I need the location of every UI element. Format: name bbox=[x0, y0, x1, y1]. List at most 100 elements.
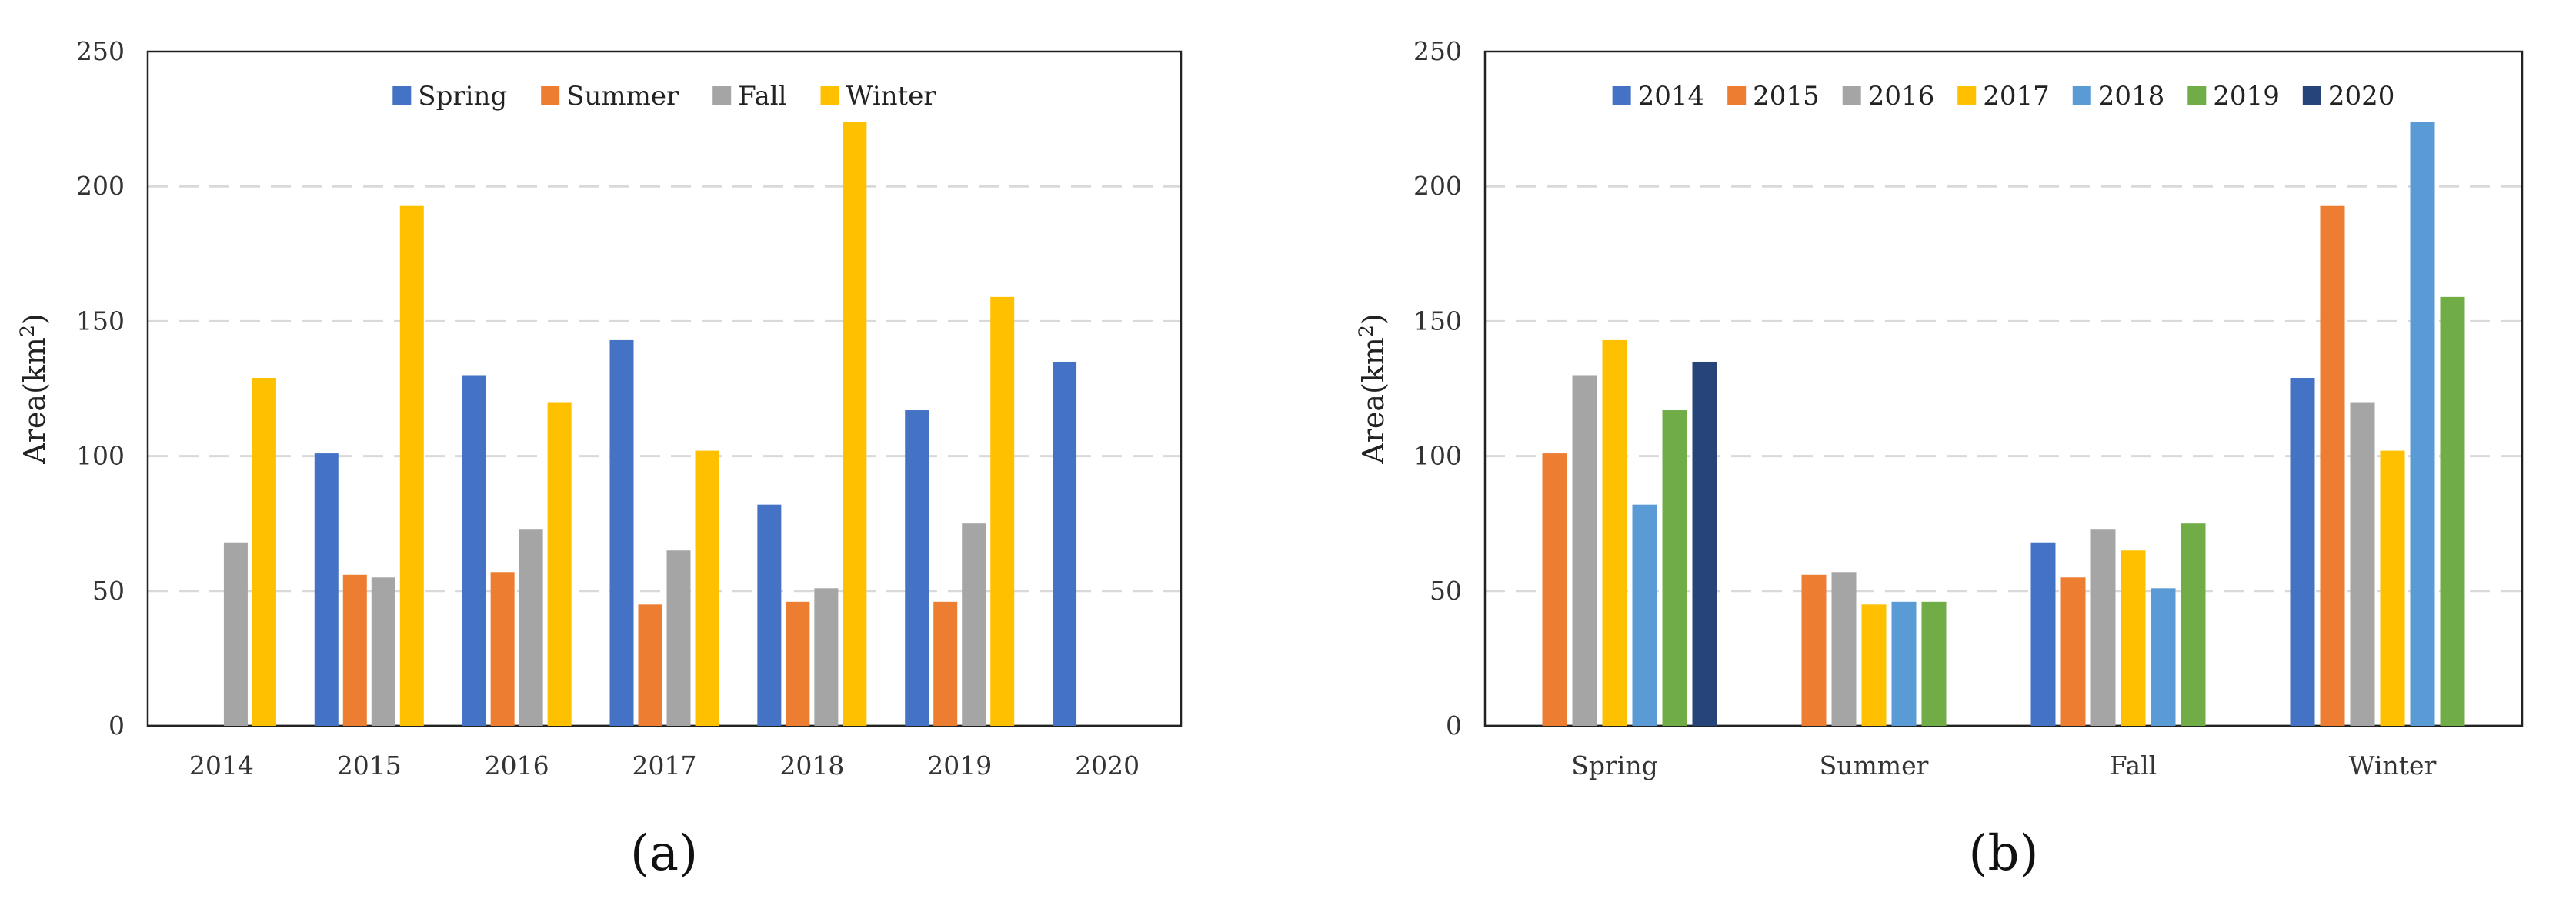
bar-2018-winter bbox=[2410, 122, 2435, 726]
y-axis-label: Area(km2) bbox=[16, 313, 52, 464]
bar-2018-spring bbox=[1632, 504, 1657, 726]
chart-panel-a: 0 50 100 150 200 250 2014 2015 2016 2017 2018 2019 2… bbox=[16, 36, 1183, 882]
bar-2016-winter bbox=[2350, 402, 2375, 726]
bar-2018-summer bbox=[1891, 601, 1917, 726]
legend-item-fall: Fall bbox=[712, 81, 787, 112]
bar-summer-2019 bbox=[933, 601, 958, 726]
bar-spring-2017 bbox=[609, 339, 634, 726]
legend-label: 2016 bbox=[1868, 81, 1935, 112]
bar-winter-2017 bbox=[695, 450, 719, 726]
legend-label: 2015 bbox=[1753, 81, 1820, 112]
x-tick-label: 2017 bbox=[632, 750, 697, 780]
bar-2014-fall bbox=[2030, 542, 2056, 726]
x-tick-label: 2020 bbox=[1075, 750, 1140, 780]
y-tick-label: 50 bbox=[92, 576, 125, 606]
bar-spring-2018 bbox=[757, 504, 782, 726]
bar-fall-2018 bbox=[814, 588, 839, 726]
x-tick-label: 2019 bbox=[927, 750, 992, 780]
bar-2015-fall bbox=[2060, 577, 2086, 726]
bar-fall-2017 bbox=[666, 550, 691, 726]
legend-label: 2020 bbox=[2328, 81, 2395, 112]
y-tick-label: 250 bbox=[76, 36, 125, 66]
bar-2015-winter bbox=[2320, 205, 2345, 726]
legend-label: 2017 bbox=[1983, 81, 2050, 112]
bar-2017-summer bbox=[1861, 604, 1887, 726]
x-tick-label: 2018 bbox=[779, 750, 844, 780]
legend-swatch bbox=[820, 86, 839, 105]
bar-winter-2019 bbox=[990, 296, 1015, 726]
y-tick-label: 0 bbox=[1446, 710, 1462, 740]
legend-item-summer: Summer bbox=[541, 81, 679, 112]
bar-2020-spring bbox=[1692, 361, 1717, 726]
bar-winter-2018 bbox=[843, 122, 867, 726]
chart-panel-b: 0 50 100 150 200 250 Spring Summer Fall Winter Are… bbox=[1355, 36, 2524, 882]
bar-2017-spring bbox=[1602, 339, 1627, 726]
bar-winter-2014 bbox=[252, 377, 276, 726]
legend-label: 2014 bbox=[1638, 81, 1705, 112]
bar-2016-spring bbox=[1572, 375, 1597, 726]
legend-item-winter: Winter bbox=[820, 81, 937, 112]
legend-item-spring: Spring bbox=[392, 81, 507, 112]
bar-spring-2020 bbox=[1053, 361, 1077, 726]
bar-2016-summer bbox=[1831, 572, 1857, 726]
y-tick-label: 0 bbox=[108, 710, 125, 740]
y-tick-label: 100 bbox=[1413, 441, 1462, 471]
bar-spring-2016 bbox=[462, 375, 486, 726]
y-tick-label: 200 bbox=[76, 171, 125, 201]
legend-item-2019: 2019 bbox=[2187, 81, 2280, 112]
y-tick-label: 50 bbox=[1430, 576, 1462, 606]
legend-item-2018: 2018 bbox=[2072, 81, 2165, 112]
legend-label: 2018 bbox=[2098, 81, 2165, 112]
legend-item-2016: 2016 bbox=[1842, 81, 1935, 112]
bar-2015-summer bbox=[1801, 574, 1827, 726]
bar-2016-fall bbox=[2090, 529, 2116, 726]
bar-summer-2016 bbox=[490, 572, 515, 726]
x-tick-label: 2015 bbox=[337, 750, 402, 780]
bar-2018-fall bbox=[2151, 588, 2176, 726]
x-tick-label: Summer bbox=[1820, 750, 1929, 780]
legend-label: 2019 bbox=[2213, 81, 2280, 112]
bar-2019-winter bbox=[2440, 296, 2465, 726]
legend-label: Spring bbox=[418, 81, 507, 112]
y-tick-label: 150 bbox=[1413, 306, 1462, 336]
bar-summer-2017 bbox=[638, 604, 662, 726]
legend-label: Winter bbox=[846, 81, 937, 112]
y-tick-label: 150 bbox=[76, 306, 125, 336]
legend-swatch bbox=[712, 86, 732, 105]
x-tick-label: 2016 bbox=[485, 750, 549, 780]
legend-swatch bbox=[541, 86, 560, 105]
bar-spring-2015 bbox=[314, 453, 339, 726]
y-tick-label: 100 bbox=[76, 441, 125, 471]
bar-2019-summer bbox=[1921, 601, 1947, 726]
x-tick-label: Fall bbox=[2110, 750, 2157, 780]
x-tick-label: Winter bbox=[2349, 750, 2437, 780]
bar-2015-spring bbox=[1542, 453, 1567, 726]
bar-2017-winter bbox=[2380, 450, 2405, 726]
y-axis-label: Area(km2) bbox=[1355, 313, 1390, 464]
legend-swatch bbox=[1842, 86, 1861, 105]
bar-2019-spring bbox=[1662, 410, 1687, 726]
x-tick-label: 2014 bbox=[189, 750, 254, 780]
legend: Spring Summer Fall Winter bbox=[392, 81, 936, 112]
legend-item-2020: 2020 bbox=[2302, 81, 2395, 112]
y-tick-label: 250 bbox=[1413, 36, 1462, 66]
bar-fall-2015 bbox=[371, 577, 395, 726]
legend-item-2014: 2014 bbox=[1612, 81, 1705, 112]
legend-swatch bbox=[1612, 86, 1631, 105]
plot-frame bbox=[146, 50, 1183, 727]
bar-fall-2016 bbox=[519, 529, 543, 726]
legend-swatch bbox=[1957, 86, 1977, 105]
y-tick-label: 200 bbox=[1413, 171, 1462, 201]
bar-spring-2019 bbox=[905, 410, 929, 726]
legend-swatch bbox=[392, 86, 412, 105]
bar-fall-2019 bbox=[962, 523, 986, 726]
bar-summer-2015 bbox=[342, 574, 367, 726]
bar-summer-2018 bbox=[786, 601, 810, 726]
legend-swatch bbox=[2302, 86, 2321, 105]
panel-label: (a) bbox=[630, 825, 698, 882]
bar-winter-2016 bbox=[547, 402, 572, 726]
legend-label: Fall bbox=[738, 81, 786, 112]
x-tick-label: Spring bbox=[1571, 750, 1657, 780]
bar-2019-fall bbox=[2181, 523, 2206, 726]
